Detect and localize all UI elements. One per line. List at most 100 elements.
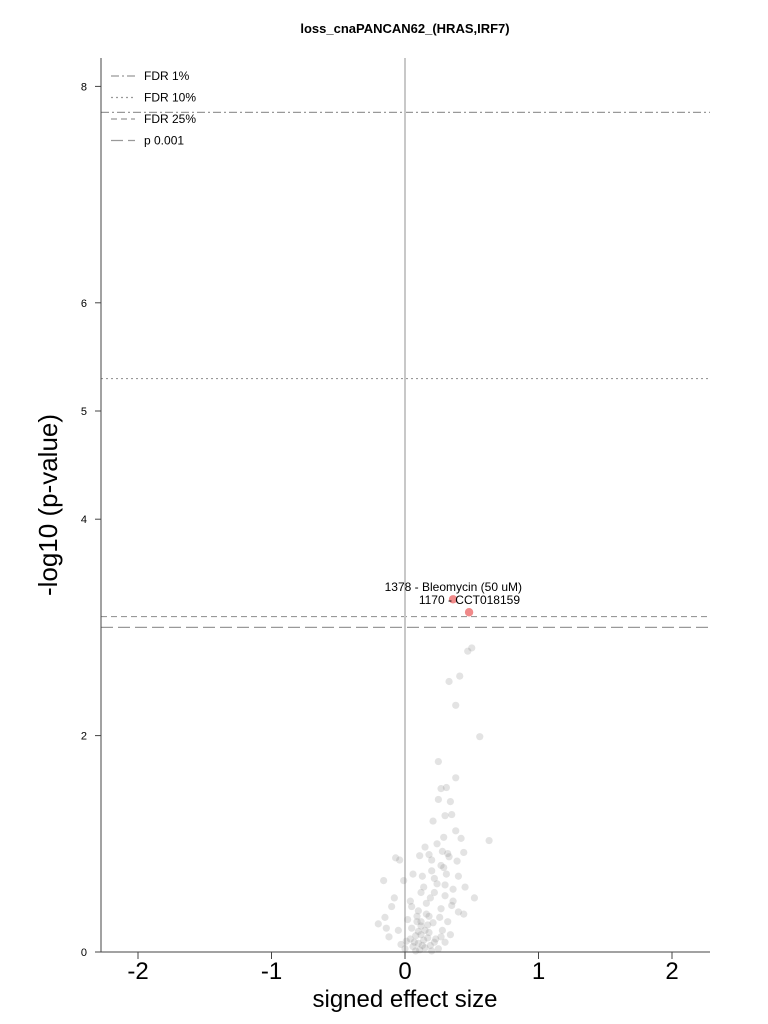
- data-point: [426, 894, 434, 902]
- data-point: [408, 902, 416, 911]
- data-point: [412, 947, 420, 955]
- data-point: [420, 883, 428, 891]
- data-point: [409, 870, 417, 878]
- data-point: [402, 937, 410, 945]
- legend-label-2: FDR 25%: [144, 112, 196, 126]
- data-point: [428, 856, 436, 864]
- data-point: [460, 910, 468, 918]
- data-point: [446, 798, 454, 806]
- data-point: [421, 926, 429, 934]
- data-point: [417, 918, 425, 926]
- data-point: [418, 872, 426, 880]
- y-tick-label: 8: [81, 81, 87, 93]
- data-point: [422, 910, 430, 918]
- data-point: [406, 935, 414, 943]
- data-point: [420, 936, 428, 944]
- data-point: [437, 785, 445, 793]
- data-point: [381, 913, 389, 921]
- data-point: [449, 885, 457, 893]
- y-axis-label: -log10 (p-value): [33, 414, 63, 596]
- data-point: [460, 848, 468, 857]
- x-tick-label: -2: [127, 958, 148, 985]
- data-point: [448, 901, 456, 910]
- x-tick-label: -1: [261, 958, 282, 985]
- data-point: [437, 933, 445, 941]
- data-point: [432, 935, 440, 943]
- y-axis-ticks: 0 2 4 5 6 8: [81, 81, 101, 959]
- highlighted-points: 1378 - Bleomycin (50 uM)1170 - CCT018159: [385, 580, 522, 617]
- data-point: [392, 854, 400, 862]
- data-point: [440, 864, 448, 872]
- data-point: [485, 836, 493, 845]
- y-tick-label: 6: [81, 298, 87, 310]
- data-point: [417, 888, 425, 897]
- data-point: [410, 938, 418, 946]
- data-point: [390, 894, 398, 902]
- data-point: [441, 892, 449, 900]
- legend-label-3: p 0.001: [144, 134, 184, 148]
- data-point: [406, 897, 414, 905]
- point-annotation-1: 1170 - CCT018159: [419, 593, 521, 607]
- x-tick-label: 0: [398, 958, 411, 985]
- data-point: [454, 908, 462, 916]
- chart-title: loss_cnaPANCAN62_(HRAS,IRF7): [300, 21, 509, 36]
- data-point: [456, 672, 464, 680]
- data-point: [453, 857, 461, 865]
- data-point: [414, 907, 422, 915]
- data-point: [448, 810, 456, 819]
- data-point: [388, 902, 396, 911]
- data-point: [433, 880, 441, 888]
- data-point: [430, 888, 438, 897]
- data-point: [394, 926, 402, 934]
- point-annotation-0: 1378 - Bleomycin (50 uM): [385, 580, 522, 594]
- highlighted-point-0: [448, 595, 458, 604]
- data-point: [441, 812, 449, 820]
- data-point: [382, 924, 390, 932]
- data-point: [445, 677, 453, 686]
- data-point: [430, 938, 438, 946]
- y-tick-label: 4: [81, 514, 87, 526]
- data-point: [416, 852, 424, 860]
- data-point: [417, 931, 425, 939]
- data-point: [429, 919, 437, 927]
- data-point: [428, 947, 436, 955]
- data-point: [421, 944, 429, 952]
- data-point: [424, 934, 432, 942]
- data-point: [446, 931, 454, 939]
- y-tick-label: 0: [81, 947, 87, 959]
- legend-label-1: FDR 10%: [144, 91, 196, 105]
- data-point: [452, 774, 460, 782]
- data-point: [470, 894, 479, 902]
- data-point: [454, 872, 462, 880]
- data-point: [397, 940, 405, 949]
- data-point: [452, 701, 460, 709]
- data-points: [374, 644, 493, 955]
- data-point: [400, 876, 408, 885]
- data-point: [409, 942, 417, 951]
- x-tick-label: 1: [532, 958, 545, 985]
- data-point: [445, 853, 453, 861]
- data-point: [440, 833, 448, 841]
- data-point: [396, 856, 404, 864]
- data-point: [442, 783, 450, 792]
- data-point: [421, 843, 429, 851]
- data-point: [441, 938, 449, 946]
- data-point: [437, 861, 445, 870]
- data-point: [425, 928, 433, 937]
- data-point: [438, 847, 446, 855]
- data-point: [385, 933, 393, 941]
- data-point: [425, 912, 433, 920]
- data-point: [438, 926, 446, 934]
- data-point: [444, 918, 452, 926]
- data-point: [401, 945, 409, 953]
- x-axis-ticks: -2 -1 0 1 2: [127, 952, 679, 985]
- data-point: [414, 927, 422, 936]
- data-point: [444, 849, 452, 858]
- data-point: [417, 922, 425, 930]
- data-point: [434, 795, 442, 804]
- data-point: [413, 918, 421, 926]
- data-point: [408, 924, 416, 932]
- data-point: [464, 647, 472, 655]
- data-point: [425, 851, 433, 859]
